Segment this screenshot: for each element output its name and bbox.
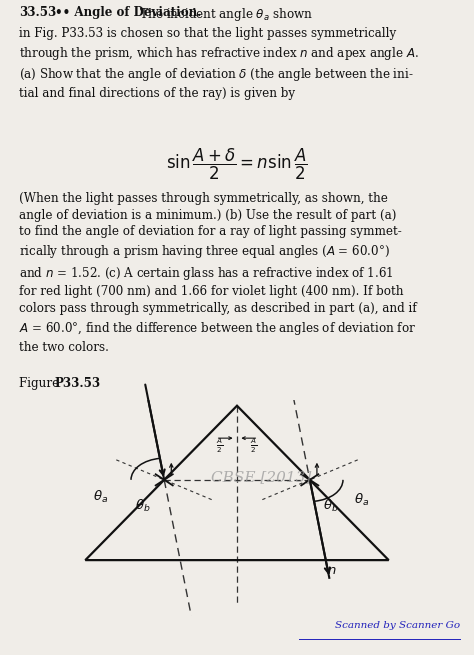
Text: $\frac{A}{2}$: $\frac{A}{2}$ xyxy=(216,437,224,455)
Text: Scanned by Scanner Go: Scanned by Scanner Go xyxy=(335,621,460,629)
Text: $\sin\dfrac{A + \delta}{2} = n\sin\dfrac{A}{2}$: $\sin\dfrac{A + \delta}{2} = n\sin\dfrac… xyxy=(166,147,308,181)
Text: 33.53: 33.53 xyxy=(19,6,56,19)
Text: The incident angle $\theta_a$ shown
in Fig. P33.53 is chosen so that the light p: The incident angle $\theta_a$ shown in F… xyxy=(19,6,419,100)
Text: $\theta_b$: $\theta_b$ xyxy=(323,498,339,514)
Text: P33.53: P33.53 xyxy=(55,377,100,390)
Text: •• Angle of Deviation.: •• Angle of Deviation. xyxy=(55,6,201,19)
Text: CBSE [2013]: CBSE [2013] xyxy=(210,470,311,484)
Text: $\frac{A}{2}$: $\frac{A}{2}$ xyxy=(250,437,258,455)
Text: $\theta_a$: $\theta_a$ xyxy=(355,492,370,508)
Text: Figure: Figure xyxy=(19,377,63,390)
Text: $\theta_a$: $\theta_a$ xyxy=(92,489,108,505)
Text: $\theta_b$: $\theta_b$ xyxy=(135,498,151,514)
Text: (When the light passes through symmetrically, as shown, the
angle of deviation i: (When the light passes through symmetric… xyxy=(19,192,417,354)
Text: $n$: $n$ xyxy=(327,565,337,578)
